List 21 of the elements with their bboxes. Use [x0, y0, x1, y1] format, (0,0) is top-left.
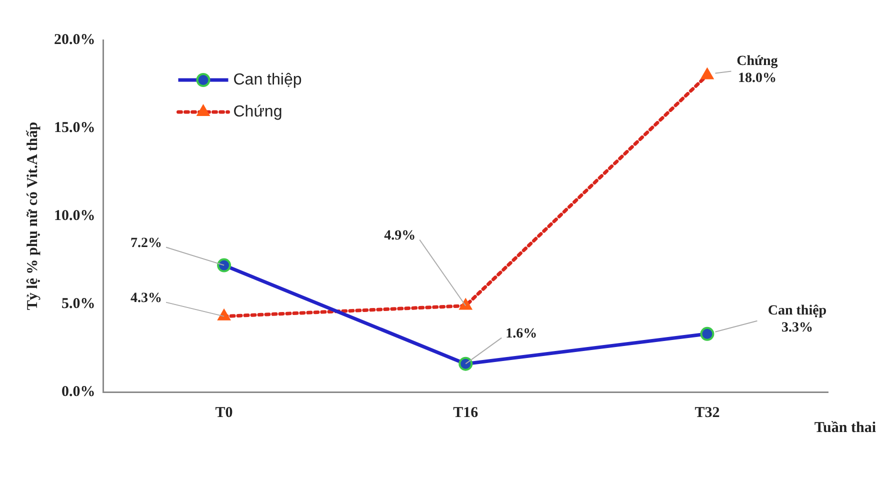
data-label: 4.3% — [130, 290, 162, 306]
x-tick-label: T0 — [215, 404, 233, 421]
y-tick-label: 20.0% — [54, 32, 96, 48]
data-label: 1.6% — [506, 326, 538, 342]
y-axis-title: Tỷ lệ % phụ nữ có Vit.A thấp — [24, 122, 41, 310]
point — [217, 258, 232, 272]
y-tick-label: 0.0% — [62, 384, 96, 400]
x-axis-title: Tuần thai — [814, 420, 876, 436]
data-label: 7.2% — [130, 236, 162, 251]
legend-label: Chứng — [233, 103, 282, 120]
annotation: Can thiệp 3.3% — [768, 304, 827, 336]
legend-label: Can thiệp — [233, 71, 302, 88]
point — [458, 356, 473, 371]
data-label: 4.9% — [384, 228, 416, 244]
x-tick-label: T32 — [694, 404, 720, 421]
y-tick-label: 10.0% — [54, 208, 96, 224]
point — [700, 326, 714, 341]
y-tick-label: 5.0% — [62, 296, 96, 312]
annotation: Chứng 18.0% — [736, 54, 778, 86]
y-tick-label: 15.0% — [54, 120, 96, 136]
x-tick-label: T16 — [453, 404, 479, 421]
